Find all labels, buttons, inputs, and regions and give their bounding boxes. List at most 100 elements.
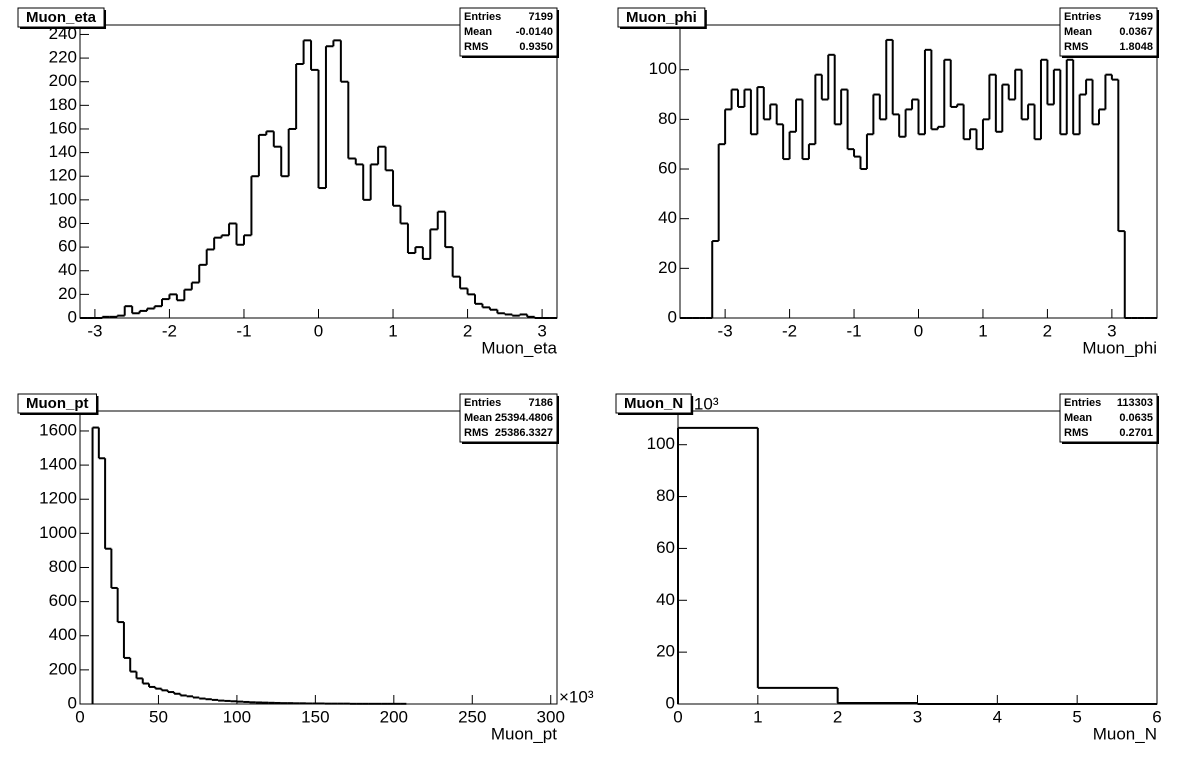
title-frame	[615, 393, 692, 414]
x-tick-label: 300	[537, 707, 565, 726]
y-tick-label: 800	[49, 557, 77, 576]
stats-label: Entries	[464, 11, 501, 23]
stats-frame	[1059, 393, 1158, 443]
x-tick-label: 200	[380, 707, 408, 726]
stats-label: Mean	[1064, 412, 1092, 424]
stats-label: Entries	[1064, 397, 1101, 409]
y-tick-label: 60	[58, 237, 77, 256]
stats-value: -0.0140	[516, 26, 553, 38]
title-box: Muon_N	[615, 393, 694, 415]
stats-value: 7199	[529, 11, 553, 23]
y-tick-label: 180	[49, 95, 77, 114]
x-tick-label: -3	[718, 321, 733, 340]
stats-box: Entries 7186 Mean 25394.4806 RMS 25386.3327	[459, 393, 559, 444]
stats-label: RMS	[464, 427, 488, 439]
x-tick-label: 4	[993, 707, 1002, 726]
y-tick-label: 0	[666, 693, 675, 712]
x-axis-label: Muon_pt	[491, 724, 557, 743]
y-tick-label: 400	[49, 625, 77, 644]
y-tick-label: 60	[658, 159, 677, 178]
x-axis-label: Muon_N	[1093, 724, 1157, 743]
stats-label: RMS	[1064, 41, 1088, 53]
x-tick-label: 0	[673, 707, 682, 726]
stats-value: 25386.3327	[495, 427, 553, 439]
y-tick-label: 40	[656, 590, 675, 609]
stats-box: Entries 113303 Mean 0.0635 RMS 0.2701	[1059, 393, 1159, 444]
y-tick-label: 120	[49, 166, 77, 185]
y-tick-label: 80	[658, 109, 677, 128]
chart-title: Muon_phi	[626, 9, 697, 26]
stats-frame	[459, 7, 558, 57]
y-tick-label: 20	[658, 258, 677, 277]
stats-label: Entries	[1064, 11, 1101, 23]
y-tick-label: 20	[656, 642, 675, 661]
stats-value: 0.2701	[1119, 427, 1153, 439]
x-tick-label: 3	[1107, 321, 1116, 340]
y-tick-label: 1000	[39, 523, 77, 542]
title-frame	[617, 7, 706, 28]
stats-value: 7199	[1129, 11, 1153, 23]
y-tick-label: 0	[68, 693, 77, 712]
histogram-panel: 0 200 400 600 800 1000 1200 1400 1600 0 50 100 150 20…	[17, 393, 594, 743]
y-tick-label: 100	[49, 189, 77, 208]
x-axis-label: Muon_eta	[481, 338, 557, 357]
x-tick-label: -1	[236, 321, 251, 340]
x-exponent-label: ×10³	[559, 687, 594, 706]
title-frame	[17, 393, 97, 414]
x-tick-label: 1	[978, 321, 987, 340]
stats-value: 0.0367	[1119, 26, 1153, 38]
y-tick-label: 1200	[39, 489, 77, 508]
y-tick-label: 80	[58, 213, 77, 232]
x-tick-label: 0	[314, 321, 323, 340]
stats-frame	[1059, 7, 1158, 57]
y-tick-label: 140	[49, 142, 77, 161]
y-tick-label: 1600	[39, 420, 77, 439]
x-tick-label: 6	[1152, 707, 1161, 726]
y-tick-label: 160	[49, 118, 77, 137]
x-tick-label: 0	[75, 707, 84, 726]
y-tick-label: 220	[49, 48, 77, 67]
y-tick-label: 60	[656, 538, 675, 557]
x-tick-label: 3	[913, 707, 922, 726]
x-tick-label: 5	[1072, 707, 1081, 726]
x-tick-label: -2	[782, 321, 797, 340]
y-tick-label: 80	[656, 486, 675, 505]
title-box: Muon_phi	[617, 7, 707, 29]
y-tick-label: 40	[658, 208, 677, 227]
stats-label: Mean	[464, 412, 492, 424]
stats-label: RMS	[464, 41, 488, 53]
stats-box: Entries 7199 Mean -0.0140 RMS 0.9350	[459, 7, 559, 58]
y-tick-label: 40	[58, 260, 77, 279]
x-tick-label: 2	[463, 321, 472, 340]
stats-label: Mean	[1064, 26, 1092, 38]
x-tick-label: 2	[833, 707, 842, 726]
stats-value: 0.0635	[1119, 412, 1153, 424]
x-tick-label: 1	[388, 321, 397, 340]
y-tick-label: 0	[68, 307, 77, 326]
stats-frame	[459, 393, 558, 443]
x-tick-label: 0	[914, 321, 923, 340]
stats-label: Entries	[464, 397, 501, 409]
y-tick-label: 100	[647, 434, 675, 453]
stats-value: 1.8048	[1119, 41, 1153, 53]
chart-title: Muon_eta	[26, 9, 97, 26]
x-tick-label: 100	[223, 707, 251, 726]
x-tick-label: -2	[162, 321, 177, 340]
y-tick-label: 20	[58, 284, 77, 303]
y-tick-label: 0	[668, 307, 677, 326]
stats-value: 113303	[1117, 397, 1153, 409]
x-tick-label: 3	[537, 321, 546, 340]
chart-title: Muon_N	[624, 395, 683, 412]
y-tick-label: 200	[49, 659, 77, 678]
stats-value: 25394.4806	[495, 412, 553, 424]
title-frame	[17, 7, 105, 28]
x-tick-label: -3	[87, 321, 102, 340]
stats-label: RMS	[1064, 427, 1088, 439]
stats-value: 7186	[529, 397, 553, 409]
y-tick-label: 200	[49, 71, 77, 90]
